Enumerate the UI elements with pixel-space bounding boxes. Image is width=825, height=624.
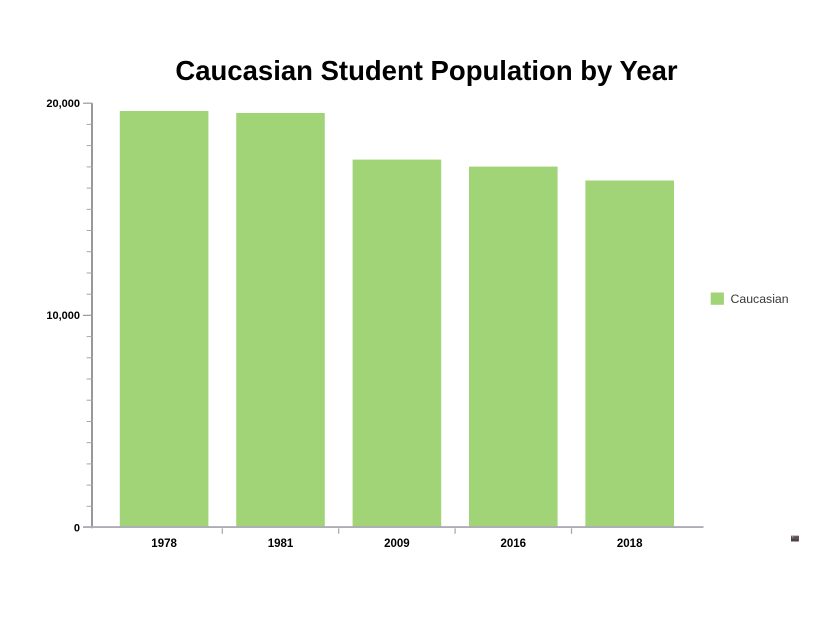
svg-text:20,000: 20,000 (46, 98, 80, 110)
svg-text:Caucasian Student Population b: Caucasian Student Population by Year (175, 55, 678, 86)
svg-text:2018: 2018 (617, 538, 643, 550)
svg-text:2009: 2009 (384, 538, 410, 550)
svg-text:1981: 1981 (268, 538, 294, 550)
svg-text:1978: 1978 (151, 538, 177, 550)
svg-text:0: 0 (74, 522, 80, 534)
svg-text:10,000: 10,000 (46, 310, 80, 322)
svg-text:Caucasian: Caucasian (731, 292, 789, 306)
svg-text:2016: 2016 (501, 538, 527, 550)
